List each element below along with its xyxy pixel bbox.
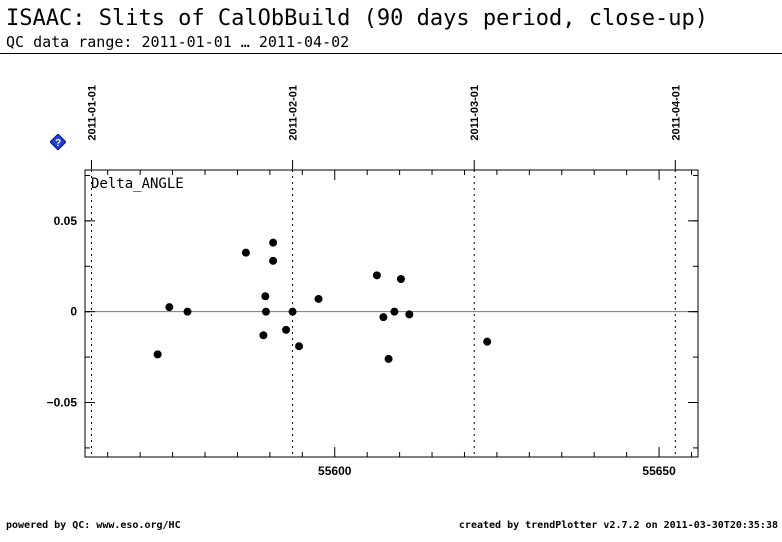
data-point: [384, 354, 393, 363]
y-tick-label: −0.05: [47, 396, 78, 410]
data-point: [372, 271, 381, 280]
data-point: [288, 307, 297, 316]
data-point: [241, 248, 250, 257]
data-point: [269, 256, 278, 265]
date-markers: 2011-01-01 2011-02-01 2011-03-01 2011-04-01: [86, 85, 682, 457]
header-divider: [0, 53, 782, 54]
panel-label: Delta_ANGLE: [91, 176, 184, 192]
help-diamond-icon[interactable]: ?: [50, 134, 66, 150]
data-point: [295, 342, 304, 351]
footer-powered-by: powered by QC: www.eso.org/HC: [6, 520, 181, 531]
data-point: [269, 238, 278, 247]
help-glyph: ?: [55, 138, 61, 149]
y-tick-label: 0.05: [54, 214, 78, 228]
data-point: [261, 292, 270, 301]
x-tick-label: 55650: [642, 464, 676, 478]
x-tick-label: 55600: [318, 464, 352, 478]
footer-created-by: created by trendPlotter v2.7.2 on 2011-0…: [458, 520, 778, 531]
date-marker-label: 2011-04-01: [670, 85, 682, 141]
plot-frame-group: [84, 169, 699, 458]
date-marker-label: 2011-02-01: [288, 85, 300, 141]
data-point: [282, 325, 291, 334]
data-point: [165, 303, 174, 312]
axis-ticks: 0.05 0 −0.05 55600 55650: [47, 170, 698, 478]
data-point: [183, 307, 192, 316]
data-point: [259, 331, 268, 340]
data-point: [483, 337, 492, 346]
data-points: [153, 238, 492, 363]
page-title: ISAAC: Slits of CalObBuild (90 days peri…: [6, 6, 708, 31]
date-marker-label: 2011-01-01: [86, 85, 98, 141]
y-tick-label: 0: [70, 305, 77, 319]
date-marker-label: 2011-03-01: [469, 85, 481, 141]
data-point: [261, 307, 270, 316]
data-point: [396, 274, 405, 283]
data-point: [390, 307, 399, 316]
data-point: [314, 294, 323, 303]
data-point: [379, 313, 388, 322]
plot-frame: [84, 169, 699, 458]
data-range-subtitle: QC data range: 2011-01-01 … 2011-04-02: [6, 33, 350, 51]
data-point: [405, 310, 414, 319]
data-point: [153, 350, 162, 359]
